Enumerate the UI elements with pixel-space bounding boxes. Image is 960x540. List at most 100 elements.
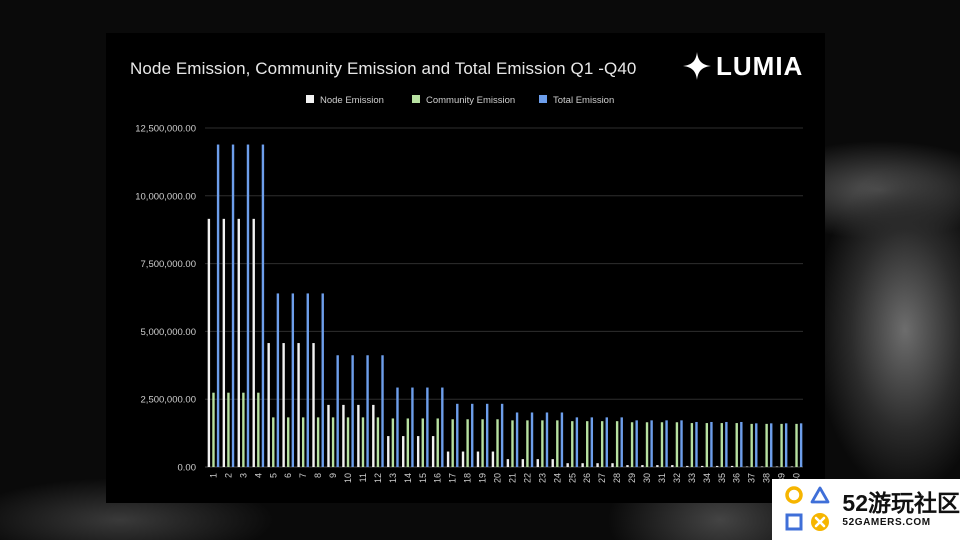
- x-tick-label: 38: [762, 473, 772, 483]
- total-emission-bar: [545, 412, 549, 467]
- node-emission-bar: [760, 466, 764, 468]
- x-tick-label: 16: [433, 473, 443, 483]
- legend-swatch: [539, 95, 547, 103]
- chart-title: Node Emission, Community Emission and To…: [130, 59, 637, 78]
- bar-series: [207, 144, 803, 468]
- cross-symbol-icon: [811, 512, 829, 531]
- community-emission-bar: [526, 420, 529, 467]
- x-tick-label: 39: [777, 473, 787, 483]
- total-emission-bar: [500, 403, 504, 467]
- community-emission-bar: [436, 418, 439, 467]
- community-emission-bar: [227, 392, 230, 467]
- node-emission-bar: [282, 343, 285, 467]
- node-emission-bar: [701, 465, 704, 467]
- node-emission-bar: [446, 451, 450, 467]
- community-emission-bar: [750, 423, 753, 467]
- x-tick-label: 18: [463, 473, 473, 483]
- total-emission-bar: [740, 421, 743, 467]
- total-emission-bar: [560, 412, 564, 467]
- node-emission-bar: [207, 218, 211, 467]
- x-tick-label: 37: [747, 473, 757, 483]
- total-emission-bar: [441, 387, 444, 467]
- x-tick-label: 13: [388, 473, 398, 483]
- x-tick-label: 14: [403, 473, 413, 483]
- node-emission-bar: [416, 436, 420, 467]
- community-emission-bar: [600, 421, 604, 467]
- community-emission-bar: [690, 423, 694, 467]
- circle-symbol-icon: [785, 485, 803, 504]
- triangle-symbol-icon: [810, 486, 830, 503]
- community-emission-bar: [705, 423, 709, 467]
- node-emission-bar: [402, 436, 405, 467]
- total-emission-bar: [710, 421, 713, 467]
- community-emission-bar: [466, 419, 469, 467]
- x-tick-label: 8: [313, 473, 323, 478]
- legend-swatch: [412, 95, 420, 103]
- x-tick-label: 12: [373, 473, 383, 483]
- community-emission-bar: [675, 422, 679, 467]
- node-emission-bar: [581, 463, 584, 467]
- x-tick-label: 10: [343, 473, 353, 483]
- legend-node-emission: Node Emission: [306, 95, 384, 106]
- x-tick-label: 4: [253, 473, 263, 478]
- x-tick-label: 5: [268, 473, 278, 478]
- x-tick-label: 25: [567, 473, 577, 483]
- community-emission-bar: [765, 423, 768, 467]
- x-tick-label: 1: [208, 473, 218, 478]
- total-emission-bar: [530, 412, 534, 467]
- community-emission-bar: [511, 420, 514, 467]
- watermark-badge: 52游玩社区 52GAMERS.COM: [772, 479, 960, 540]
- node-emission-bar: [551, 459, 554, 467]
- total-emission-bar: [695, 421, 698, 467]
- community-emission-bar: [361, 417, 365, 467]
- watermark-title: 52游玩社区: [842, 490, 960, 516]
- node-emission-bar: [491, 451, 495, 467]
- gridlines: [205, 127, 803, 468]
- community-emission-bar: [630, 422, 634, 467]
- total-emission-bar: [381, 355, 384, 467]
- community-emission-bar: [541, 420, 544, 467]
- total-emission-bar: [635, 420, 638, 467]
- x-tick-label: 3: [238, 473, 248, 478]
- total-emission-bar: [725, 421, 728, 467]
- community-emission-bar: [660, 422, 664, 467]
- community-emission-bar: [257, 392, 260, 467]
- community-emission-bar: [272, 417, 275, 467]
- node-emission-bar: [775, 466, 779, 468]
- node-emission-bar: [327, 404, 330, 467]
- node-emission-bar: [461, 451, 465, 467]
- x-tick-label: 26: [582, 473, 592, 483]
- node-emission-bar: [611, 463, 614, 467]
- node-emission-bar: [521, 459, 525, 467]
- node-emission-bar: [715, 465, 719, 467]
- node-emission-bar: [656, 465, 659, 467]
- legend-label: Community Emission: [426, 95, 515, 106]
- node-emission-bar: [641, 465, 644, 467]
- x-tick-label: 11: [358, 473, 368, 482]
- node-emission-bar: [237, 218, 240, 467]
- node-emission-bar: [596, 463, 599, 467]
- total-emission-bar: [306, 293, 309, 467]
- total-emission-bar: [291, 293, 295, 467]
- community-emission-bar: [735, 423, 738, 467]
- node-emission-bar: [387, 436, 390, 467]
- x-tick-label: 19: [478, 473, 488, 483]
- node-emission-bar: [312, 343, 315, 467]
- total-emission-bar: [411, 387, 414, 467]
- node-emission-bar: [790, 466, 794, 468]
- emission-bar-chart: 0.00 2,500,000.00 5,000,000.00 7,500,000.00…: [135, 95, 803, 483]
- watermark-symbols: [782, 482, 836, 538]
- total-emission-bar: [336, 355, 339, 467]
- x-tick-label: 20: [493, 473, 503, 483]
- community-emission-bar: [421, 418, 424, 467]
- total-emission-bar: [261, 144, 265, 467]
- x-tick-label: 17: [448, 473, 458, 483]
- community-emission-bar: [615, 421, 619, 467]
- total-emission-bar: [605, 417, 608, 467]
- x-tick-label: 6: [283, 473, 293, 478]
- node-emission-bar: [730, 465, 734, 467]
- community-emission-bar: [242, 392, 245, 467]
- node-emission-bar: [372, 404, 375, 467]
- node-emission-bar: [745, 466, 749, 468]
- total-emission-bar: [590, 417, 594, 467]
